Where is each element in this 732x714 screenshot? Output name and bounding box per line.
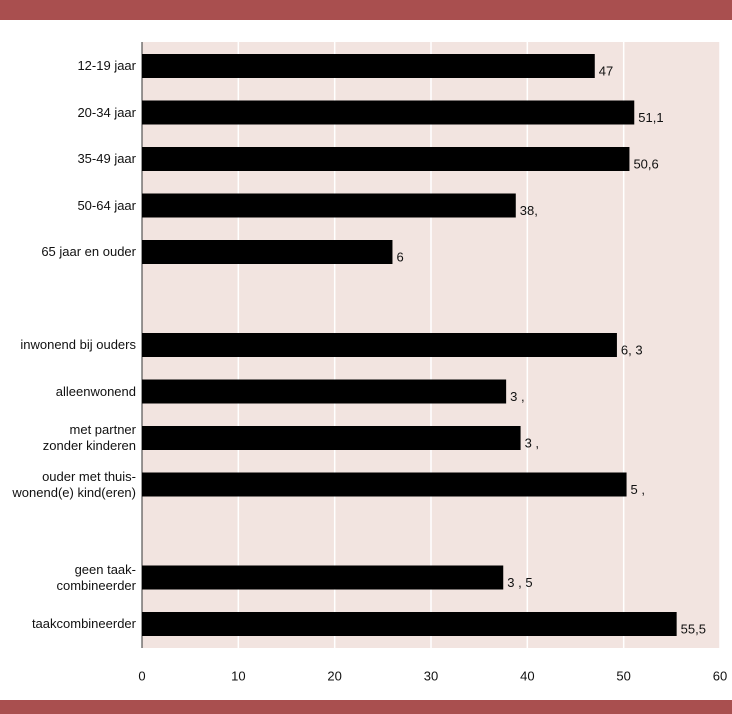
- y-tick-label: met partner zonder kinderen: [42, 422, 136, 453]
- y-tick-label: inwonend bij ouders: [20, 337, 136, 352]
- value-label: 3 ,: [525, 435, 539, 450]
- x-tick-label: 60: [713, 668, 727, 683]
- value-label: 55,5: [681, 621, 706, 636]
- bar: [142, 54, 595, 78]
- value-label: 6, 3: [621, 342, 643, 357]
- y-tick-label: 65 jaar en ouder: [41, 244, 136, 259]
- value-label: 50,6: [633, 156, 658, 171]
- bar: [142, 426, 521, 450]
- value-label: 5 ,: [631, 482, 645, 497]
- x-tick-label: 50: [616, 668, 630, 683]
- y-tick-label: ouder met thuis- wonend(e) kind(eren): [12, 468, 136, 500]
- y-tick-label: alleenwonend: [55, 383, 136, 399]
- bar: [142, 193, 516, 218]
- value-label: 3 ,: [510, 389, 524, 404]
- x-tick-label: 20: [327, 668, 341, 683]
- x-tick-label: 40: [520, 668, 534, 683]
- x-tick-label: 0: [138, 668, 145, 683]
- y-tick-label: 50-64 jaar: [77, 197, 136, 213]
- bar: [142, 147, 630, 171]
- bar: [142, 472, 627, 497]
- value-label: 6: [396, 249, 403, 264]
- bottom-band: [0, 700, 732, 714]
- y-tick-label: 35-49 jaar: [77, 151, 136, 166]
- value-label: 47: [599, 63, 613, 78]
- x-tick-label: 30: [424, 668, 438, 683]
- bar: [142, 565, 504, 590]
- value-label: 38,: [520, 203, 538, 218]
- value-label: 51,1: [638, 110, 663, 125]
- y-tick-label: 20-34 jaar: [77, 104, 136, 120]
- bar: [142, 379, 507, 404]
- bar: [142, 240, 393, 264]
- y-tick-label: 12-19 jaar: [77, 58, 136, 73]
- y-tick-label: taakcombineerder: [31, 616, 136, 631]
- value-label: 3 , 5: [507, 575, 532, 590]
- bar: [142, 100, 635, 125]
- y-tick-label: geen taak- combineerder: [56, 561, 137, 593]
- bar: [142, 333, 617, 357]
- bar: [142, 612, 677, 636]
- top-band: [0, 0, 732, 20]
- x-tick-label: 10: [231, 668, 245, 683]
